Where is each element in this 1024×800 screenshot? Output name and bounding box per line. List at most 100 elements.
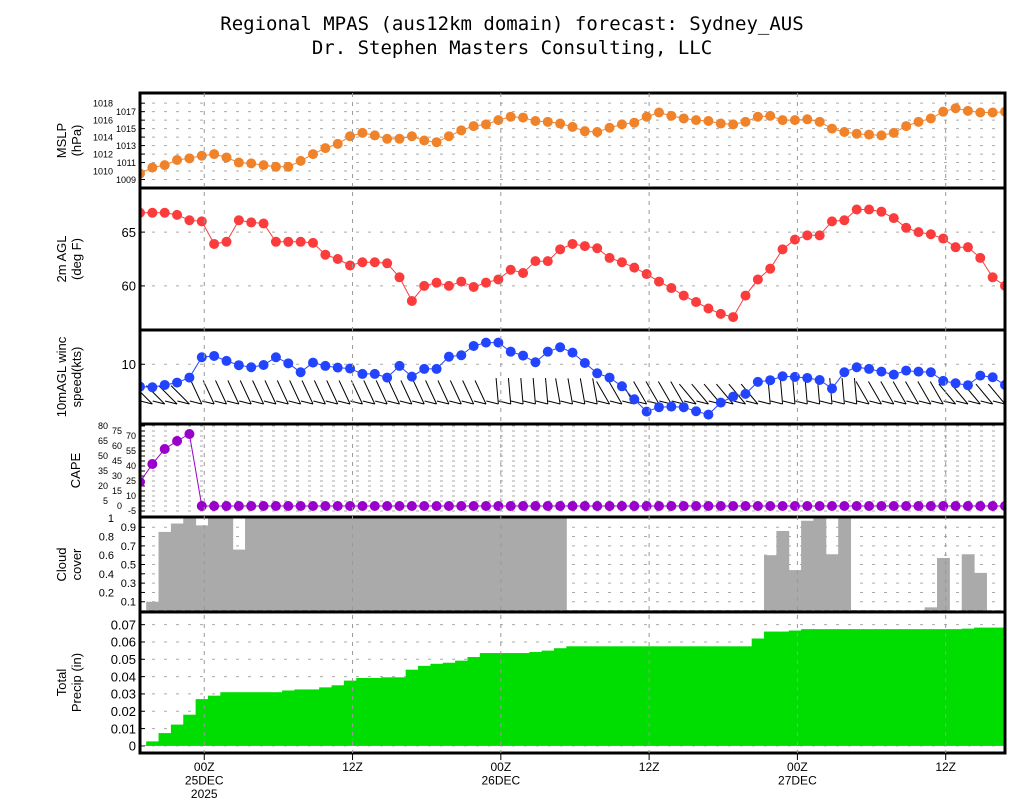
cape-point bbox=[246, 501, 257, 511]
wind-point bbox=[691, 406, 702, 417]
precip-step bbox=[776, 631, 790, 746]
wind-barb-staff bbox=[313, 380, 326, 405]
wind-point bbox=[468, 340, 479, 351]
temperature-point bbox=[715, 308, 726, 319]
wind-barb-feather bbox=[856, 400, 870, 405]
wind-barb-staff bbox=[691, 383, 709, 405]
cloud-cover-bar bbox=[183, 517, 197, 612]
wind-point bbox=[579, 357, 590, 368]
wind-barb-feather bbox=[955, 400, 969, 405]
cape-ytick-label: 40 bbox=[126, 461, 136, 471]
temperature-point bbox=[752, 274, 763, 285]
wind-barb-feather bbox=[992, 400, 1005, 405]
mslp-marks bbox=[140, 103, 1005, 179]
mslp-point bbox=[382, 133, 393, 144]
wind-barb-staff bbox=[140, 403, 141, 404]
precip-step bbox=[628, 646, 641, 746]
mslp-point bbox=[666, 110, 677, 121]
temperature-ytick-label: 60 bbox=[122, 279, 136, 294]
cape-point bbox=[876, 501, 887, 511]
wind-frame bbox=[138, 328, 1007, 426]
precip-ytick-label: 0.01 bbox=[111, 721, 136, 736]
cape-point bbox=[666, 501, 677, 511]
mslp-point bbox=[752, 111, 763, 122]
wind-point bbox=[740, 388, 751, 399]
cape-point bbox=[468, 501, 479, 511]
wind-barb-staff bbox=[592, 378, 598, 405]
wind-barb-feather bbox=[189, 400, 202, 405]
wind-barb-feather bbox=[683, 400, 697, 405]
precip-ytick-label: 0.02 bbox=[111, 704, 136, 719]
temperature-point bbox=[308, 237, 318, 248]
cloud-cover-bar bbox=[269, 517, 283, 612]
cape-ytick-label: 0 bbox=[117, 501, 122, 511]
cape-point bbox=[938, 501, 949, 511]
temperature-point bbox=[270, 236, 281, 247]
mslp-ytick-label: 1016 bbox=[93, 115, 113, 125]
mslp-point bbox=[369, 130, 380, 141]
temperature-point bbox=[765, 263, 776, 274]
wind-barb-feather bbox=[609, 400, 623, 405]
precip-step bbox=[986, 627, 1000, 746]
cloud-cover-bar bbox=[245, 517, 258, 612]
wind-barb-feather bbox=[276, 400, 289, 405]
mslp-point bbox=[827, 123, 837, 134]
precip-marks bbox=[140, 627, 1005, 746]
temperature-point bbox=[406, 295, 417, 306]
xtick-label: 00Z bbox=[787, 760, 808, 774]
precip-step bbox=[726, 646, 740, 746]
wind-barb-staff bbox=[880, 381, 895, 405]
temperature-panel: 60 65 2m AGL (deg F) bbox=[54, 186, 1007, 332]
temperature-point bbox=[320, 249, 331, 260]
cape-ytick-label: 15 bbox=[112, 486, 122, 496]
precip-step bbox=[788, 630, 802, 746]
wind-point bbox=[369, 368, 380, 379]
wind-point bbox=[345, 363, 356, 374]
xtick-label: 00Z bbox=[194, 760, 215, 774]
wind-barb-staff bbox=[670, 381, 685, 405]
mslp-point bbox=[851, 128, 862, 139]
temperature-point bbox=[666, 283, 677, 294]
cloud-cover-bar bbox=[257, 517, 271, 612]
precip-step bbox=[516, 653, 530, 746]
mslp-point bbox=[518, 112, 529, 123]
cloud-cover-bar bbox=[282, 517, 295, 612]
cloud-ytick-label: 0.6 bbox=[99, 550, 114, 562]
wind-point bbox=[481, 337, 491, 348]
cape-point bbox=[431, 501, 442, 511]
cape-ytick-label: 45 bbox=[112, 456, 122, 466]
wind-barb-feather bbox=[894, 400, 907, 405]
chart-title-line1: Regional MPAS (aus12km domain) forecast:… bbox=[220, 13, 804, 35]
wind-barb-feather bbox=[152, 400, 165, 405]
cape-point bbox=[530, 501, 541, 511]
wind-point bbox=[975, 370, 986, 381]
wind-marks bbox=[140, 337, 1005, 420]
wind-barb-feather bbox=[399, 400, 412, 405]
mslp-point bbox=[567, 121, 578, 132]
wind-barb-feather bbox=[436, 400, 450, 405]
wind-barb-feather bbox=[832, 400, 845, 405]
wind-point bbox=[641, 406, 652, 417]
temperature-point bbox=[925, 229, 936, 240]
mslp-point bbox=[468, 121, 479, 132]
precip-step bbox=[665, 646, 679, 746]
wind-barb-feather bbox=[585, 400, 598, 405]
wind-point bbox=[592, 368, 603, 379]
wind-barb-feather bbox=[597, 400, 610, 405]
wind-barb-feather bbox=[387, 400, 400, 405]
wind-barb-staff bbox=[678, 383, 697, 405]
cape-point bbox=[962, 501, 973, 511]
precip-step bbox=[195, 699, 209, 746]
mslp-point bbox=[542, 116, 553, 127]
cape-point bbox=[209, 501, 220, 511]
wind-point bbox=[246, 362, 257, 373]
cloud-cover-bar bbox=[455, 517, 468, 612]
cape-point bbox=[394, 501, 405, 511]
cloud-cover-bar bbox=[170, 523, 184, 612]
wind-barb-feather bbox=[733, 400, 746, 405]
wind-barb-staff bbox=[375, 380, 388, 405]
wind-barb-staff bbox=[855, 381, 870, 405]
cape-point bbox=[839, 501, 850, 511]
cape-point bbox=[752, 501, 763, 511]
mslp-frame bbox=[138, 91, 1007, 190]
